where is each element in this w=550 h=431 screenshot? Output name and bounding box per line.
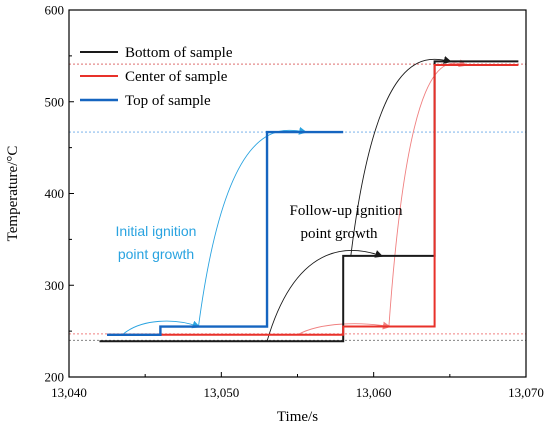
series-line-center bbox=[107, 64, 519, 336]
growth-arrow bbox=[350, 56, 452, 256]
y-axis-title: Temperature/°C bbox=[5, 146, 21, 242]
annotation-followup-line1: Follow-up ignition bbox=[290, 203, 403, 219]
series-line-bottom bbox=[99, 60, 519, 343]
legend-label-bottom: Bottom of sample bbox=[125, 45, 233, 61]
legend-label-top: Top of sample bbox=[125, 93, 211, 109]
legend-label-center: Center of sample bbox=[125, 69, 228, 85]
series-line-top bbox=[107, 130, 344, 336]
growth-arrow bbox=[297, 321, 391, 336]
x-tick-label: 13,050 bbox=[203, 385, 239, 400]
annotation-initial-line2: point growth bbox=[118, 246, 194, 262]
growth-arrow bbox=[122, 320, 201, 336]
y-tick-label: 600 bbox=[45, 3, 65, 18]
annotation-followup-line2: point growth bbox=[300, 226, 378, 242]
growth-arrow bbox=[266, 250, 384, 342]
legend: Bottom of sample Center of sample Top of… bbox=[80, 45, 233, 109]
x-tick-label: 13,070 bbox=[508, 385, 544, 400]
x-axis-title: Time/s bbox=[277, 409, 318, 425]
y-tick-label: 200 bbox=[45, 370, 65, 385]
y-tick-label: 500 bbox=[45, 94, 65, 109]
growth-arrow bbox=[198, 126, 308, 327]
x-tick-label: 13,060 bbox=[356, 385, 392, 400]
y-tick-label: 400 bbox=[45, 186, 65, 201]
annotation-initial-line1: Initial ignition bbox=[116, 223, 197, 239]
x-tick-label: 13,040 bbox=[51, 385, 87, 400]
y-tick-label: 300 bbox=[45, 278, 65, 293]
growth-arrow bbox=[388, 59, 467, 327]
